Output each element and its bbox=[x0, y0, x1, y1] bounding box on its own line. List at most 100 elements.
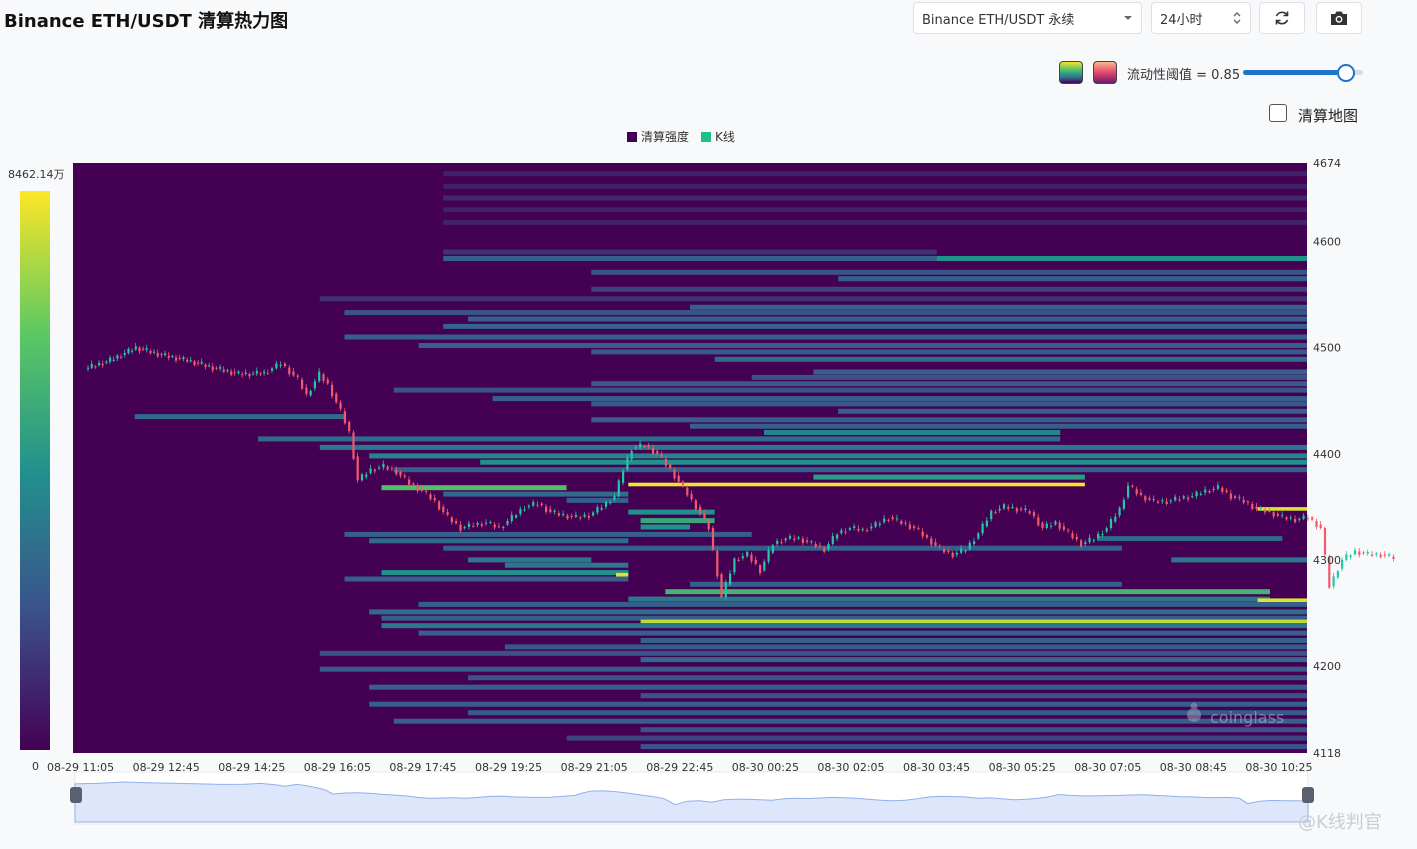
heat-band bbox=[504, 644, 1307, 650]
navigator-handle-right[interactable] bbox=[1302, 787, 1314, 803]
candle bbox=[446, 512, 449, 515]
candle bbox=[360, 474, 364, 481]
heat-band bbox=[591, 349, 1307, 355]
candle bbox=[1127, 485, 1130, 498]
viridis-palette-icon[interactable] bbox=[1059, 61, 1083, 84]
x-tick-label: 08-29 17:45 bbox=[389, 761, 456, 774]
candle bbox=[1092, 539, 1095, 541]
candle bbox=[1212, 488, 1215, 490]
candle bbox=[348, 421, 351, 432]
candle bbox=[131, 350, 134, 352]
candle bbox=[1071, 533, 1074, 539]
navigator[interactable] bbox=[74, 771, 1309, 825]
candle bbox=[160, 354, 163, 356]
heat-band bbox=[591, 269, 1307, 275]
candle bbox=[215, 367, 218, 369]
candle bbox=[960, 548, 963, 553]
candle bbox=[1259, 507, 1262, 509]
candle bbox=[1122, 499, 1125, 509]
candle bbox=[208, 365, 211, 367]
heat-band bbox=[418, 630, 1307, 636]
candle bbox=[263, 371, 266, 374]
candle bbox=[331, 384, 334, 397]
period-select[interactable]: 24小时 bbox=[1151, 2, 1251, 34]
colorbar-max-label: 8462.14万 bbox=[8, 168, 65, 181]
candle bbox=[1178, 499, 1181, 501]
heat-band bbox=[690, 304, 1307, 310]
heat-band bbox=[134, 414, 345, 420]
navigator-handle-left[interactable] bbox=[70, 787, 82, 803]
candle bbox=[639, 443, 642, 448]
candle bbox=[720, 574, 723, 597]
candle bbox=[1221, 487, 1224, 492]
candle bbox=[724, 582, 727, 597]
x-tick-label: 08-30 02:05 bbox=[817, 761, 884, 774]
candle bbox=[943, 549, 946, 553]
heat-band bbox=[1257, 598, 1307, 602]
candle bbox=[390, 468, 394, 470]
candle bbox=[219, 367, 222, 369]
heat-band bbox=[443, 195, 1307, 201]
heat-band bbox=[369, 609, 1307, 615]
legend-item-candle[interactable]: K线 bbox=[701, 128, 735, 145]
candle bbox=[433, 498, 436, 501]
screenshot-button[interactable] bbox=[1316, 2, 1362, 34]
coinglass-watermark-text: coinglass bbox=[1210, 708, 1284, 727]
updown-chevron-icon bbox=[1233, 12, 1241, 24]
candle bbox=[416, 485, 419, 491]
magma-palette-icon[interactable] bbox=[1093, 61, 1117, 84]
heat-band bbox=[566, 735, 1307, 741]
candle bbox=[930, 538, 933, 545]
candle bbox=[878, 523, 881, 525]
candle bbox=[583, 514, 586, 517]
threshold-slider[interactable] bbox=[1243, 64, 1363, 82]
candle bbox=[780, 542, 783, 544]
threshold-slider-thumb[interactable] bbox=[1337, 64, 1355, 82]
refresh-button[interactable] bbox=[1259, 2, 1305, 34]
candle bbox=[1054, 521, 1057, 525]
candle bbox=[677, 475, 680, 482]
heat-band bbox=[467, 710, 1307, 716]
heat-band bbox=[393, 718, 1307, 724]
heat-band bbox=[492, 396, 1308, 402]
candle bbox=[1332, 576, 1335, 587]
candle bbox=[1298, 518, 1301, 520]
candle bbox=[493, 524, 496, 528]
candle bbox=[622, 470, 625, 483]
candle bbox=[1195, 491, 1198, 497]
candle bbox=[883, 518, 886, 523]
x-tick-label: 08-29 22:45 bbox=[646, 761, 713, 774]
heat-band bbox=[936, 256, 1307, 261]
liq-map-checkbox[interactable] bbox=[1269, 104, 1287, 122]
candle bbox=[1024, 508, 1027, 510]
candle bbox=[442, 506, 445, 513]
candle bbox=[848, 528, 851, 530]
candle bbox=[204, 364, 207, 367]
candle bbox=[1199, 493, 1202, 495]
candle bbox=[1208, 490, 1211, 493]
candle bbox=[553, 510, 556, 513]
heat-band bbox=[640, 727, 1307, 733]
candle bbox=[356, 456, 359, 481]
heat-band bbox=[443, 491, 629, 497]
heat-band bbox=[813, 369, 1307, 375]
candle bbox=[1306, 518, 1309, 520]
candle bbox=[149, 350, 152, 354]
candle bbox=[211, 366, 214, 371]
candle bbox=[900, 521, 903, 524]
heat-band bbox=[381, 570, 629, 576]
candle bbox=[145, 348, 148, 350]
candle bbox=[1289, 517, 1292, 519]
candle bbox=[502, 527, 505, 528]
legend-item-heat[interactable]: 清算强度 bbox=[627, 128, 689, 145]
heat-band bbox=[319, 296, 1307, 302]
candle bbox=[485, 522, 488, 524]
symbol-select[interactable]: Binance ETH/USDT 永续 bbox=[913, 2, 1142, 34]
liq-map-label: 清算地图 bbox=[1298, 107, 1359, 125]
candle bbox=[1187, 497, 1190, 500]
candle bbox=[1204, 489, 1207, 493]
candle bbox=[767, 550, 770, 562]
candle bbox=[887, 519, 890, 521]
candle bbox=[1242, 499, 1245, 503]
x-tick-label: 08-30 10:25 bbox=[1245, 761, 1312, 774]
